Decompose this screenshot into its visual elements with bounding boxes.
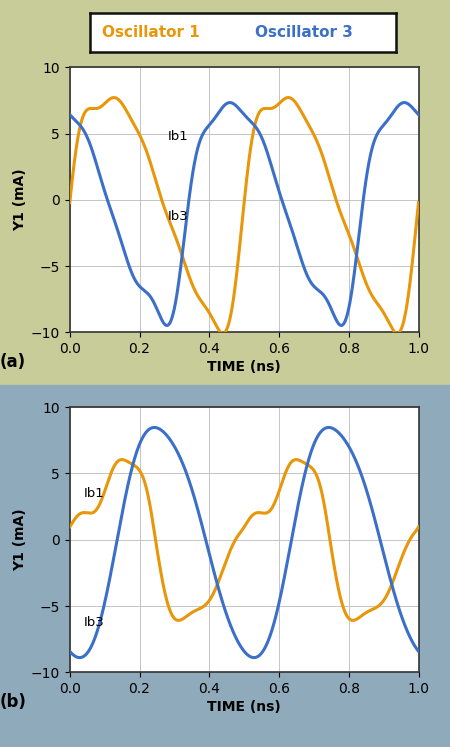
Text: (b): (b) [0, 692, 27, 711]
X-axis label: TIME (ns): TIME (ns) [207, 700, 281, 714]
Text: Ib3: Ib3 [167, 210, 188, 223]
Text: Ib1: Ib1 [84, 487, 104, 500]
Y-axis label: Y1 (mA): Y1 (mA) [13, 169, 27, 231]
Text: Oscillator 3: Oscillator 3 [255, 25, 353, 40]
Text: Oscillator 1: Oscillator 1 [102, 25, 200, 40]
Text: Ib1: Ib1 [167, 130, 188, 143]
X-axis label: TIME (ns): TIME (ns) [207, 360, 281, 374]
Bar [0, 385, 450, 747]
Text: Ib3: Ib3 [84, 616, 104, 629]
Y-axis label: Y1 (mA): Y1 (mA) [13, 509, 27, 571]
Bar [0, 0, 450, 385]
Text: (a): (a) [0, 353, 26, 371]
